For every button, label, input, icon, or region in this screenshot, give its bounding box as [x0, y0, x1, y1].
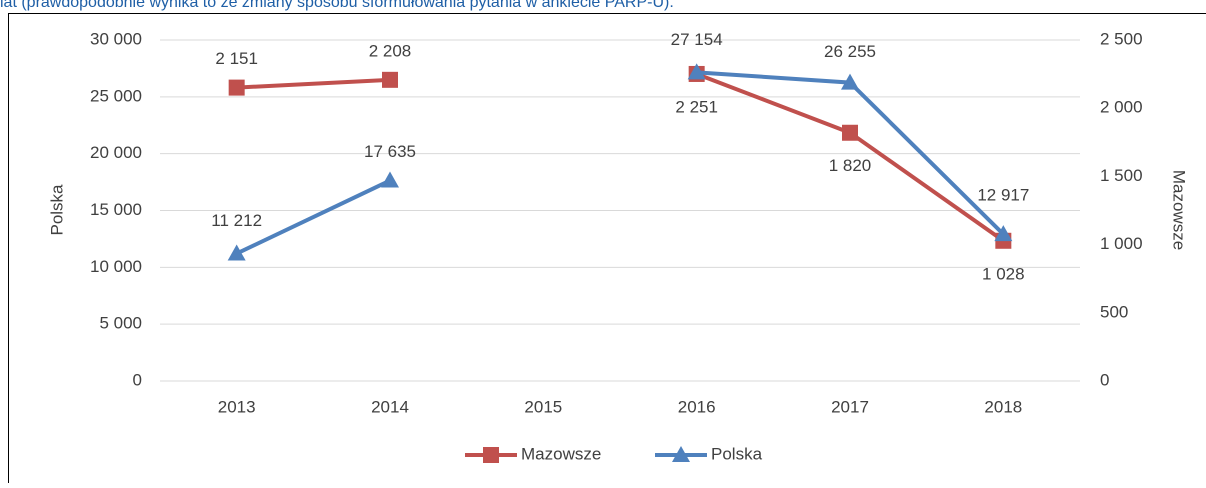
- marker: [381, 172, 399, 188]
- data-label: 11 212: [211, 211, 262, 230]
- x-tick-label: 2018: [984, 397, 1022, 416]
- y2-tick-label: 1 000: [1100, 234, 1143, 253]
- data-label: 2 208: [369, 41, 412, 60]
- y-tick-label: 25 000: [90, 86, 142, 105]
- data-label: 2 151: [215, 49, 258, 68]
- y-axis-title: Polska: [47, 184, 66, 236]
- x-tick-label: 2017: [831, 397, 869, 416]
- data-label: 1 820: [829, 156, 872, 175]
- data-label: 26 255: [824, 42, 876, 61]
- y2-tick-label: 500: [1100, 302, 1128, 321]
- data-label: 12 917: [977, 186, 1029, 205]
- x-tick-label: 2015: [524, 397, 562, 416]
- y2-tick-label: 2 500: [1100, 29, 1143, 48]
- y-tick-label: 15 000: [90, 200, 142, 219]
- legend-label: Mazowsze: [521, 444, 601, 463]
- data-label: 27 154: [671, 30, 723, 49]
- data-label: 2 251: [675, 97, 718, 116]
- marker: [382, 72, 398, 88]
- chart-frame: [9, 14, 1206, 484]
- marker: [842, 125, 858, 141]
- caption: lat (prawdopodobnie wynika to ze zmiany …: [0, 0, 674, 11]
- x-tick-label: 2013: [218, 397, 256, 416]
- legend-label: Polska: [711, 444, 763, 463]
- x-tick-label: 2014: [371, 397, 409, 416]
- y-tick-label: 10 000: [90, 257, 142, 276]
- y-tick-label: 20 000: [90, 143, 142, 162]
- y2-tick-label: 1 500: [1100, 166, 1143, 185]
- y-tick-label: 0: [133, 370, 142, 389]
- y-tick-label: 30 000: [90, 29, 142, 48]
- line: [237, 80, 390, 88]
- x-tick-label: 2016: [678, 397, 716, 416]
- y2-axis-title: Mazowsze: [1170, 170, 1189, 250]
- marker: [483, 447, 499, 463]
- data-label: 1 028: [982, 264, 1025, 283]
- y2-tick-label: 0: [1100, 370, 1109, 389]
- y2-tick-label: 2 000: [1100, 98, 1143, 117]
- data-label: 17 635: [364, 142, 416, 161]
- y-tick-label: 5 000: [99, 314, 142, 333]
- marker: [229, 80, 245, 96]
